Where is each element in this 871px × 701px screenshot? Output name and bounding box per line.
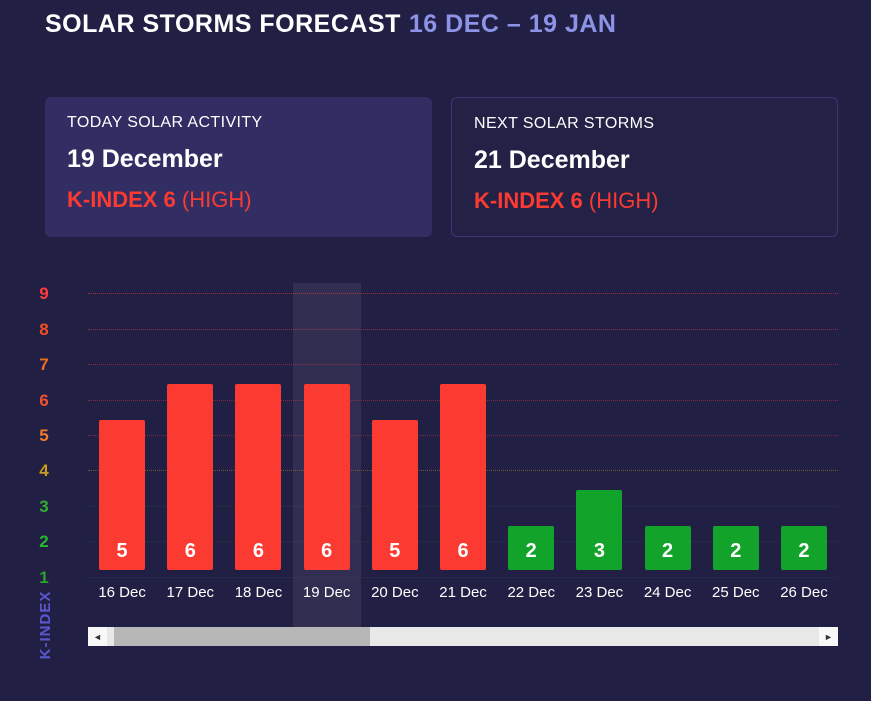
x-axis-label-24-dec: 24 Dec [643, 584, 692, 601]
bar-19-dec[interactable]: 6 [303, 384, 350, 570]
bar-slot-20-dec: 5 [361, 419, 429, 570]
bar-value-label: 2 [662, 540, 674, 562]
x-axis-label-23-dec: 23 Dec [575, 584, 624, 601]
bar-value-label: 3 [593, 540, 605, 562]
x-axis-label-26-dec: 26 Dec [780, 584, 828, 601]
gridline-level-9 [88, 293, 838, 295]
scrollbar-thumb[interactable] [114, 627, 371, 646]
today-card-kindex: K-INDEX 6 (HIGH) [67, 187, 410, 213]
horizontal-scrollbar[interactable]: ◄ ► [88, 627, 838, 646]
bar-18-dec[interactable]: 6 [235, 384, 282, 570]
bar-value-label: 2 [730, 540, 742, 562]
next-solar-storms-card: NEXT SOLAR STORMS 21 December K-INDEX 6 … [451, 97, 838, 237]
page-title: SOLAR STORMS FORECAST 16 DEC – 19 JAN [45, 10, 617, 39]
today-kindex-severity: (HIGH) [181, 187, 252, 212]
y-tick-1: 1 [39, 567, 49, 587]
bar-slot-26-dec: 2 [770, 525, 838, 570]
y-tick-6: 6 [39, 390, 49, 410]
bar-slot-23-dec: 3 [565, 490, 633, 570]
y-axis-title: K-INDEX [37, 590, 54, 660]
bar-slot-24-dec: 2 [634, 525, 702, 570]
bar-26-dec[interactable]: 2 [780, 525, 827, 570]
x-axis-label-16-dec: 16 Dec [98, 584, 146, 601]
bar-value-label: 6 [252, 540, 265, 562]
today-solar-activity-card: TODAY SOLAR ACTIVITY 19 December K-INDEX… [45, 97, 432, 237]
today-card-date: 19 December [67, 145, 223, 173]
bar-slot-16-dec: 5 [88, 419, 156, 570]
bar-value-label: 5 [389, 540, 401, 562]
bar-value-label: 2 [798, 540, 810, 562]
next-card-kindex: K-INDEX 6 (HIGH) [474, 188, 815, 214]
bar-value-label: 2 [525, 540, 537, 562]
x-axis-label-25-dec: 25 Dec [712, 584, 760, 601]
x-axis-label-19-dec: 19 Dec [302, 584, 351, 601]
x-axis-label-20-dec: 20 Dec [371, 584, 419, 601]
y-tick-9: 9 [39, 284, 49, 304]
bar-20-dec[interactable]: 5 [371, 419, 418, 570]
x-axis-labels: 16 Dec 17 Dec 18 Dec 19 Dec 20 Dec 21 Dec 22 D… [88, 584, 838, 601]
gridline-level-1 [88, 576, 838, 578]
y-tick-8: 8 [39, 319, 49, 339]
bar-slot-25-dec: 2 [702, 525, 770, 570]
gridline-level-7 [88, 364, 838, 366]
page-title-date-range: 16 DEC – 19 JAN [408, 10, 617, 38]
y-tick-3: 3 [39, 496, 49, 516]
y-axis: 9 8 7 6 5 4 3 2 1 [0, 283, 88, 613]
bar-21-dec[interactable]: 6 [440, 384, 487, 570]
bar-16-dec[interactable]: 5 [99, 419, 146, 570]
bar-slot-18-dec: 6 [224, 384, 292, 570]
next-kindex-severity: (HIGH) [588, 188, 659, 213]
x-axis-label-18-dec: 18 Dec [234, 584, 283, 601]
scroll-right-arrow-icon[interactable]: ► [819, 627, 838, 646]
next-kindex-value: K-INDEX 6 [474, 188, 583, 213]
today-card-label: TODAY SOLAR ACTIVITY [67, 114, 263, 131]
x-axis-label-22-dec: 22 Dec [507, 584, 555, 601]
plot-area: 5 6 6 6 5 6 2 3 2 2 2 [88, 283, 838, 613]
bar-slot-19-dec: 6 [293, 384, 361, 570]
bar-22-dec[interactable]: 2 [508, 525, 555, 570]
bars-container: 5 6 6 6 5 6 2 3 2 2 2 [88, 283, 838, 613]
y-tick-2: 2 [39, 532, 49, 552]
bar-slot-21-dec: 6 [429, 384, 497, 570]
bar-slot-22-dec: 2 [497, 525, 565, 570]
next-card-date: 21 December [474, 146, 630, 174]
bar-value-label: 5 [116, 540, 128, 562]
bar-25-dec[interactable]: 2 [712, 525, 759, 570]
bar-value-label: 6 [457, 540, 469, 562]
x-axis-label-21-dec: 21 Dec [439, 584, 487, 601]
bar-slot-17-dec: 6 [156, 384, 224, 570]
y-tick-4: 4 [39, 461, 49, 481]
page-title-text: SOLAR STORMS FORECAST [45, 10, 401, 38]
gridline-level-8 [88, 328, 838, 330]
x-axis-label-17-dec: 17 Dec [166, 584, 215, 601]
bar-value-label: 6 [321, 540, 333, 562]
bar-23-dec[interactable]: 3 [576, 490, 623, 570]
scrollbar-track[interactable] [107, 627, 819, 646]
y-tick-7: 7 [39, 355, 49, 375]
bar-17-dec[interactable]: 6 [167, 384, 214, 570]
bar-value-label: 6 [184, 540, 196, 562]
bar-24-dec[interactable]: 2 [644, 525, 691, 570]
next-card-label: NEXT SOLAR STORMS [474, 115, 655, 132]
today-kindex-value: K-INDEX 6 [67, 187, 176, 212]
y-tick-5: 5 [39, 426, 49, 445]
scroll-left-arrow-icon[interactable]: ◄ [88, 627, 107, 646]
